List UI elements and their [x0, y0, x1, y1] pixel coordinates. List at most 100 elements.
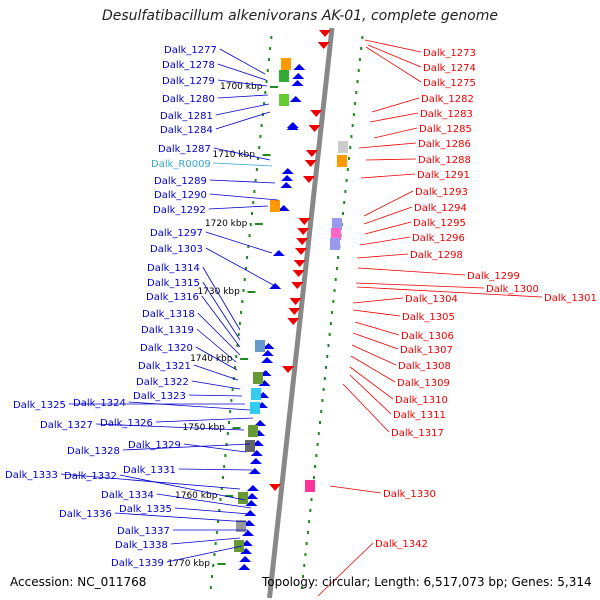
leader-line	[202, 266, 241, 331]
leader-line	[195, 346, 238, 371]
gene-arrow-left	[293, 64, 306, 70]
gene-label: Dalk_1311	[393, 410, 446, 421]
gene-label: Dalk_1284	[160, 125, 213, 136]
leader-line	[317, 542, 374, 597]
strand-tick	[263, 102, 266, 105]
leader-line	[114, 512, 249, 523]
scale-tick	[254, 223, 263, 225]
strand-tick	[335, 267, 338, 270]
gene-arrow-right	[298, 218, 311, 225]
scale-label: 1770 kbp	[168, 559, 211, 569]
gene-arrow-left	[292, 73, 305, 79]
strand-tick	[304, 553, 307, 556]
scale-label: 1710 kbp	[213, 150, 256, 160]
gene-arrow-right	[289, 298, 302, 305]
leader-line	[342, 383, 390, 433]
leader-line	[356, 286, 543, 298]
gene-arrow-right	[293, 260, 306, 267]
strand-tick	[309, 509, 312, 512]
gene-arrow-right	[269, 484, 282, 491]
strand-tick	[231, 388, 234, 391]
scale-tick	[262, 154, 271, 156]
leader-line	[359, 236, 411, 246]
gene-arrow-left	[240, 548, 253, 554]
gene-label: Dalk_1289	[154, 176, 207, 187]
gene-arrow-right	[308, 125, 321, 132]
gene-label: Dalk_1296	[412, 233, 465, 244]
strand-tick	[302, 575, 305, 578]
leader-line	[356, 253, 409, 259]
leader-line	[358, 142, 417, 149]
strand-tick	[323, 377, 326, 380]
gene-label: Dalk_1335	[119, 504, 172, 515]
strand-tick	[257, 157, 260, 160]
leader-line	[202, 281, 241, 341]
gene-label: Dalk_1329	[128, 440, 181, 451]
gene-label: Dalk_1327	[40, 420, 93, 431]
feature-box	[330, 238, 340, 250]
strand-tick	[303, 564, 306, 567]
strand-tick	[248, 234, 251, 237]
strand-tick	[360, 47, 363, 50]
leader-line	[205, 231, 273, 254]
scale-label: 1760 kbp	[175, 491, 218, 501]
leader-line	[349, 374, 392, 415]
leader-line	[215, 111, 271, 130]
strand-tick	[317, 432, 320, 435]
gene-label: Dalk_1324	[73, 398, 126, 409]
leader-line	[119, 474, 246, 501]
strand-tick	[322, 388, 325, 391]
gene-label: Dalk_1291	[417, 170, 470, 181]
strand-tick	[337, 256, 340, 259]
gene-label: Dalk_1279	[162, 76, 215, 87]
gene-arrow-right	[297, 228, 310, 235]
leader-line	[352, 309, 401, 317]
gene-label: Dalk_1321	[138, 361, 191, 372]
leader-line	[205, 247, 278, 288]
gene-label: Dalk_1308	[398, 361, 451, 372]
strand-tick	[328, 333, 331, 336]
strand-tick	[215, 531, 218, 534]
strand-tick	[226, 432, 229, 435]
gene-label: Dalk_1278	[162, 60, 215, 71]
leader-line	[208, 205, 269, 210]
feature-box	[250, 402, 260, 414]
gene-label: Dalk_1338	[115, 540, 168, 551]
strand-tick	[312, 476, 315, 479]
gene-label: Dalk_1281	[160, 111, 213, 122]
feature-box	[236, 520, 246, 532]
strand-tick	[224, 454, 227, 457]
gene-label: Dalk_1333	[5, 470, 58, 481]
gene-label: Dalk_1303	[150, 244, 203, 255]
gene-arrow-left	[245, 500, 258, 506]
strand-tick	[254, 179, 257, 182]
gene-label: Dalk_1299	[467, 271, 520, 282]
leader-line	[193, 364, 239, 381]
leader-line	[217, 79, 268, 87]
gene-label: Dalk_1326	[100, 418, 153, 429]
strand-tick	[306, 531, 309, 534]
gene-arrow-left	[291, 80, 304, 86]
leader-line	[166, 545, 243, 563]
gene-label: Dalk_1293	[415, 187, 468, 198]
gene-label: Dalk_1319	[141, 325, 194, 336]
gene-label: Dalk_1342	[375, 539, 428, 550]
genome-backbone	[267, 27, 335, 599]
feature-box	[279, 70, 289, 82]
strand-tick	[230, 399, 233, 402]
strand-tick	[331, 311, 334, 314]
feature-box	[255, 340, 265, 352]
gene-arrow-right	[317, 42, 330, 49]
strand-tick	[242, 289, 245, 292]
strand-tick	[225, 443, 228, 446]
strand-tick	[327, 344, 330, 347]
gene-arrow-right	[310, 110, 323, 117]
strand-tick	[349, 146, 352, 149]
leader-line	[155, 417, 254, 423]
feature-box	[248, 425, 258, 437]
gene-arrow-left	[243, 520, 256, 526]
strand-tick	[300, 586, 303, 589]
leader-line	[357, 267, 466, 276]
gene-arrow-left	[261, 357, 274, 363]
